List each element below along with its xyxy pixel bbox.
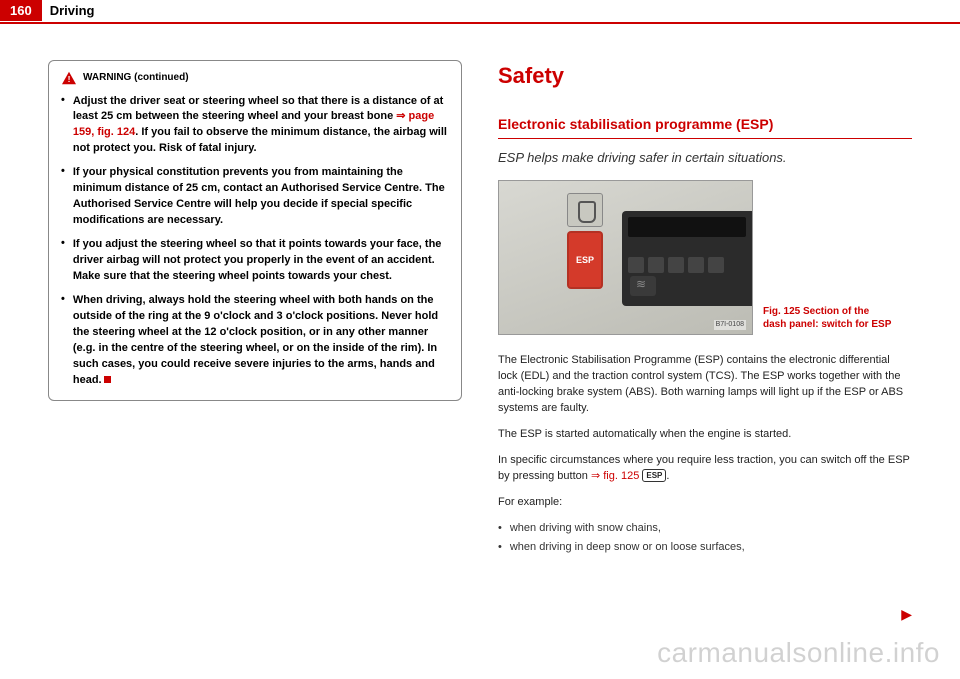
bullet-icon: • [498,540,502,556]
bullet-icon: • [61,94,65,158]
safety-heading: Safety [498,60,912,92]
svg-text:!: ! [68,74,71,84]
defrost-button-graphic [630,276,656,296]
esp-chip-icon: ESP [642,469,666,482]
page-container: 160 Driving ! WARNING (continued) • Adju… [0,0,960,679]
continuation-arrow-icon: ▶ [901,606,912,623]
page-number: 160 [0,0,42,21]
figure-code: B7I-0108 [714,320,746,330]
watermark: carmanualsonline.info [657,637,940,669]
body-paragraph: The Electronic Stabilisation Programme (… [498,353,912,417]
warning-item: • When driving, always hold the steering… [61,293,449,389]
list-text: when driving with snow chains, [510,521,661,537]
radio-panel-graphic [622,211,752,306]
warning-text-content: When driving, always hold the steering w… [73,294,438,386]
figure-reference: ⇒ fig. 125 [591,470,639,482]
figure-row: ESP B7I-0108 Fig. 125 Section of the das… [498,180,912,335]
figure-caption: Fig. 125 Section of the dash panel: swit… [763,305,893,335]
warning-text: Adjust the driver seat or steering wheel… [73,94,449,158]
warning-title: WARNING (continued) [83,71,189,86]
bullet-icon: • [61,237,65,285]
end-marker-icon [104,376,111,383]
content-columns: ! WARNING (continued) • Adjust the drive… [0,0,960,560]
page-header: 160 Driving [0,0,95,21]
para-text: In specific circumstances where you requ… [498,454,910,482]
warning-triangle-icon: ! [61,71,77,85]
right-column: Safety Electronic stabilisation programm… [498,60,912,560]
list-item: • when driving with snow chains, [498,521,912,537]
warning-item: • If your physical constitution prevents… [61,165,449,229]
list-text: when driving in deep snow or on loose su… [510,540,745,556]
warning-box: ! WARNING (continued) • Adjust the drive… [48,60,462,401]
section-title: Driving [50,3,95,18]
for-example-label: For example: [498,495,912,511]
figure-image: ESP B7I-0108 [498,180,753,335]
warning-item: • If you adjust the steering wheel so th… [61,237,449,285]
para-text-post: . [666,470,669,482]
esp-subtitle: ESP helps make driving safer in certain … [498,149,912,168]
bullet-icon: • [498,521,502,537]
esp-button-graphic: ESP [567,231,603,289]
body-paragraph: In specific circumstances where you requ… [498,453,912,485]
list-item: • when driving in deep snow or on loose … [498,540,912,556]
warning-text: When driving, always hold the steering w… [73,293,449,389]
header-rule [0,22,960,24]
warning-header: ! WARNING (continued) [61,71,449,86]
body-paragraph: The ESP is started automatically when th… [498,427,912,443]
seat-heater-button-graphic [567,193,603,227]
warning-item: • Adjust the driver seat or steering whe… [61,94,449,158]
bullet-icon: • [61,165,65,229]
warning-text: If you adjust the steering wheel so that… [73,237,449,285]
left-column: ! WARNING (continued) • Adjust the drive… [48,60,462,560]
radio-slot-graphic [628,217,746,237]
bullet-icon: • [61,293,65,389]
warning-text: If your physical constitution prevents y… [73,165,449,229]
esp-heading: Electronic stabilisation programme (ESP) [498,114,912,139]
radio-buttons-graphic [628,257,746,273]
warning-text-pre: Adjust the driver seat or steering wheel… [73,95,443,123]
